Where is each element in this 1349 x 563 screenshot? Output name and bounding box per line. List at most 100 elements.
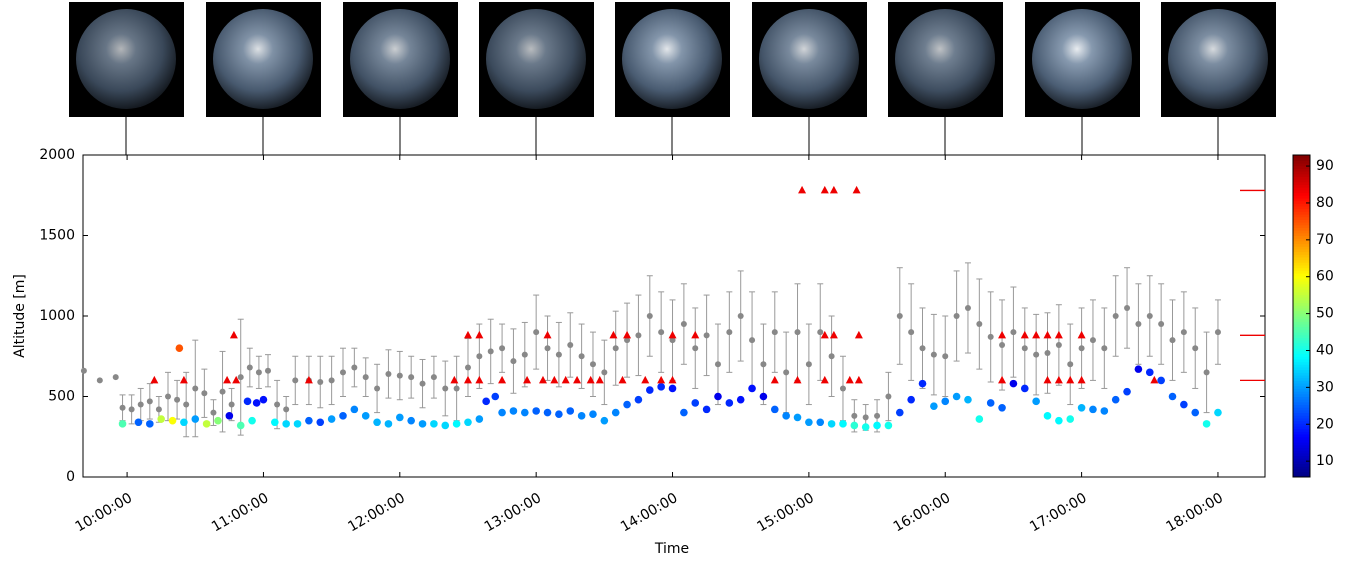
mean-point [930,351,937,358]
cloud-base-point [1089,405,1097,414]
colorbar-segment [1293,235,1310,239]
cloud-base-point [168,416,177,425]
mean-point [1135,321,1142,328]
mean-point [1180,329,1187,336]
triangle-point [1054,375,1063,384]
cloud-base-point [202,420,211,428]
cloud-base-point [543,408,552,417]
colorbar-tick-label: 60 [1316,269,1334,285]
colorbar-segment [1293,203,1310,207]
colorbar-segment [1293,275,1310,279]
plot-frame [82,154,1266,478]
sky-image [486,9,586,109]
mean-point [976,321,983,328]
colorbar-segment [1293,334,1310,338]
mean-point [476,353,483,360]
colorbar-segment [1293,262,1310,266]
triangle-point [668,375,677,384]
colorbar-segment [1293,307,1310,312]
cloud-base-point [657,383,665,391]
mean-point [1010,329,1017,336]
colorbar-segment [1293,332,1310,336]
cloud-base-point [396,413,404,422]
cloud-base-point [725,399,734,407]
mean-point [612,345,619,352]
cloud-base-point [998,403,1006,412]
sky-image [1032,9,1132,109]
cloud-base-point [491,392,500,401]
triangle-point [463,330,472,339]
mean-point [1089,337,1096,344]
colorbar-segment [1293,375,1310,379]
colorbar-tick-label: 10 [1316,453,1334,469]
cloud-base-point [645,386,654,394]
colorbar-segment [1293,165,1310,169]
colorbar-segment [1293,393,1310,397]
cloud-base-point [805,418,813,427]
triangle-point [845,375,854,384]
cloud-base-point [827,420,836,428]
colorbar-segment [1293,474,1310,478]
triangle-point [668,330,677,339]
mean-point [851,412,858,419]
mean-point [408,374,415,381]
cloud-base-point [243,397,252,406]
colorbar-segment [1293,270,1310,274]
triangle-point [595,375,604,384]
mean-point [908,329,915,336]
cloud-base-point [895,408,904,417]
x-tick-label: 15:00:00 [754,490,816,535]
cloud-base-point [1066,415,1075,423]
cloud-base-point [691,399,700,407]
triangle-point [641,375,650,384]
mean-point [119,404,126,411]
mean-point [669,337,676,344]
colorbar-segment [1293,426,1310,430]
colorbar-segment [1293,404,1310,408]
colorbar-segment [1293,184,1310,188]
cloud-base-point [680,408,688,417]
triangle-point [1066,375,1075,384]
mean-point [1033,351,1040,358]
cloud-base-point [634,395,643,404]
mean-point [419,380,426,387]
mean-point [1067,361,1074,368]
cloud-base-point [1032,397,1040,406]
mean-point [567,341,574,348]
colorbar-segment [1293,321,1310,325]
triangle-point [829,185,838,194]
mean-point [228,401,235,408]
cloud-base-point [930,402,938,410]
mean-point [601,369,608,376]
colorbar-segment [1293,458,1310,462]
mean-point [874,412,881,419]
mean-point [317,379,324,386]
colorbar-segment [1293,396,1310,400]
colorbar-segment [1293,171,1310,175]
triangle-point [793,375,802,384]
cloud-base-point [577,412,586,420]
mean-point [987,333,994,340]
colorbar-segment [1293,313,1310,317]
cloud-base-point [1043,412,1052,420]
cloud-base-point [482,397,490,406]
cloud-base-point [770,405,779,414]
mean-point [183,401,190,408]
x-tick-label: 18:00:00 [1163,490,1225,535]
cloud-base-point [293,420,302,428]
triangle-point [1043,375,1052,384]
colorbar-segment [1293,259,1310,263]
colorbar-segment [1293,192,1310,196]
mean-point [112,374,119,381]
cloud-base-point [252,399,261,407]
cloud-base-point [509,407,518,415]
cloud-base-point [475,415,484,423]
mean-point [174,396,181,403]
mean-point [658,329,665,336]
mean-point [155,406,162,413]
cloud-base-point [498,408,506,417]
cloud-base-point [441,421,450,430]
colorbar-segment [1293,197,1310,202]
cloud-base-point [793,413,802,422]
mean-point [210,409,217,416]
